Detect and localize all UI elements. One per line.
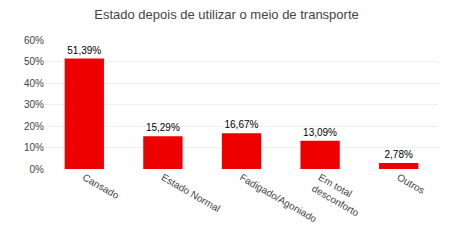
svg-text:Estado Normal: Estado Normal <box>159 172 222 215</box>
svg-text:2,78%: 2,78% <box>384 149 412 160</box>
svg-text:15,29%: 15,29% <box>146 122 180 133</box>
svg-text:Cansado: Cansado <box>81 172 122 202</box>
svg-text:51,39%: 51,39% <box>67 45 101 56</box>
svg-text:60%: 60% <box>24 35 44 46</box>
svg-text:16,67%: 16,67% <box>224 119 258 130</box>
svg-text:30%: 30% <box>24 99 44 110</box>
svg-text:0%: 0% <box>30 164 45 175</box>
svg-text:Outros: Outros <box>395 172 426 197</box>
svg-text:Em totaldesconforto: Em totaldesconforto <box>310 172 368 219</box>
svg-text:Estado depois de utilizar o me: Estado depois de utilizar o meio de tran… <box>94 7 359 22</box>
svg-text:50%: 50% <box>24 56 44 67</box>
svg-text:10%: 10% <box>24 142 44 153</box>
svg-text:13,09%: 13,09% <box>303 127 337 138</box>
svg-text:20%: 20% <box>24 121 44 132</box>
svg-text:40%: 40% <box>24 78 44 89</box>
svg-text:Fadigado/Agoniado: Fadigado/Agoniado <box>238 172 319 225</box>
